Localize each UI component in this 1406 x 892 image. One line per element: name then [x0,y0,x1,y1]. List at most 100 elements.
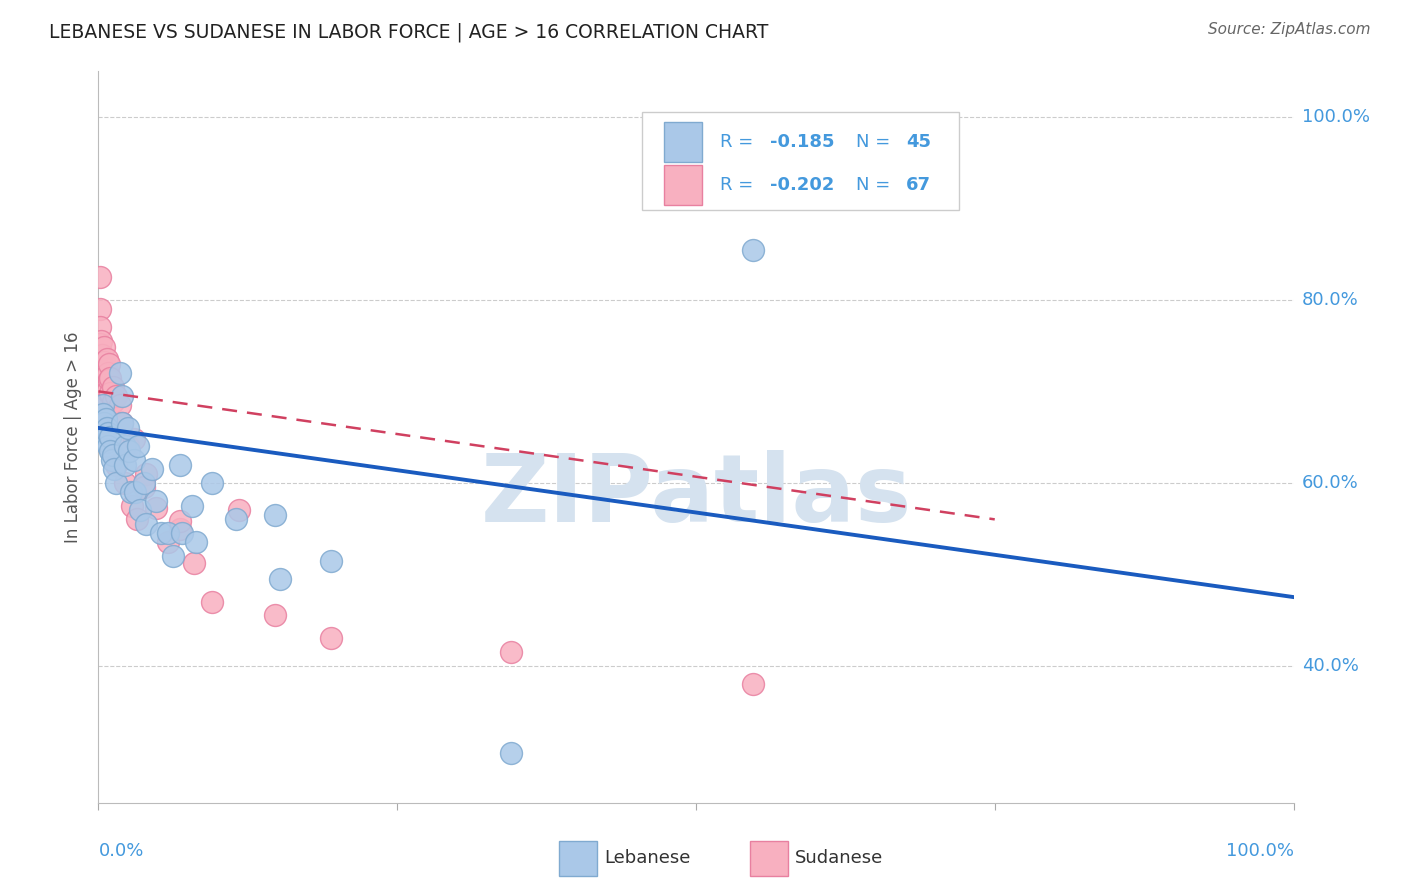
Point [101,395,124,409]
Point [89,377,111,392]
Point [91,389,114,403]
Point [125,512,148,526]
Point [90,377,112,392]
Text: R =: R = [720,133,759,152]
Point [183,556,205,570]
Point [98,373,121,387]
Point [93,369,115,384]
FancyBboxPatch shape [643,112,959,211]
Point [132,480,155,494]
Point [90,402,112,417]
Point [111,389,134,403]
Point [127,439,149,453]
Point [97,366,120,380]
Point [89,336,111,351]
Point [742,677,765,691]
Point [98,386,122,401]
Point [499,645,522,659]
Text: -0.202: -0.202 [770,176,834,194]
Point [103,462,125,476]
Point [93,425,115,440]
Point [98,357,121,371]
Text: 60.0%: 60.0% [1302,474,1358,491]
Point [321,553,343,567]
Point [114,475,136,490]
Text: 45: 45 [907,133,931,152]
Point [96,434,118,449]
Point [98,443,122,458]
Point [100,453,122,467]
Point [141,462,163,476]
Point [101,449,124,463]
Point [172,526,194,541]
Point [90,334,112,348]
Point [93,398,115,412]
Point [96,352,118,367]
Point [124,432,146,446]
Point [94,377,117,392]
Point [90,414,112,428]
Point [101,380,124,394]
Point [114,458,136,472]
Point [162,549,184,563]
Point [225,512,247,526]
Y-axis label: In Labor Force | Age > 16: In Labor Force | Age > 16 [65,331,83,543]
Point [201,475,224,490]
Point [186,535,208,549]
Point [111,417,134,431]
Point [91,373,114,387]
Point [121,499,143,513]
Point [111,417,134,431]
Point [269,572,291,586]
Text: N =: N = [856,133,896,152]
Point [129,503,152,517]
Point [108,366,131,380]
Point [97,425,120,440]
Point [93,384,115,399]
Point [97,383,120,397]
Point [96,421,118,435]
Point [742,243,765,257]
Point [90,364,112,378]
Point [90,389,112,403]
Point [90,350,112,364]
Point [105,389,128,403]
Point [89,301,111,317]
Text: 80.0%: 80.0% [1302,291,1358,309]
Bar [749,841,787,876]
Point [96,368,118,382]
Point [169,521,191,535]
Point [228,503,250,517]
Point [169,458,191,472]
Text: 67: 67 [907,176,931,194]
Bar [558,841,596,876]
Point [93,417,115,431]
Point [149,526,172,541]
Point [117,421,139,435]
Point [145,494,167,508]
Text: -0.185: -0.185 [770,133,835,152]
Point [91,377,114,392]
Text: N =: N = [856,176,896,194]
Text: Sudanese: Sudanese [796,848,883,867]
Point [91,417,114,431]
Point [124,453,146,467]
Point [132,475,155,490]
Point [145,501,167,516]
Point [118,443,141,458]
Point [91,364,114,378]
Point [120,485,142,500]
Point [97,439,120,453]
Point [91,348,114,362]
Point [105,475,128,490]
Point [91,386,114,401]
Point [180,499,202,513]
Point [108,398,131,412]
Point [89,352,111,367]
Point [89,270,111,285]
Text: R =: R = [720,176,759,194]
Point [201,595,224,609]
Point [91,359,114,373]
Text: 0.0%: 0.0% [98,842,143,860]
Point [94,392,117,406]
